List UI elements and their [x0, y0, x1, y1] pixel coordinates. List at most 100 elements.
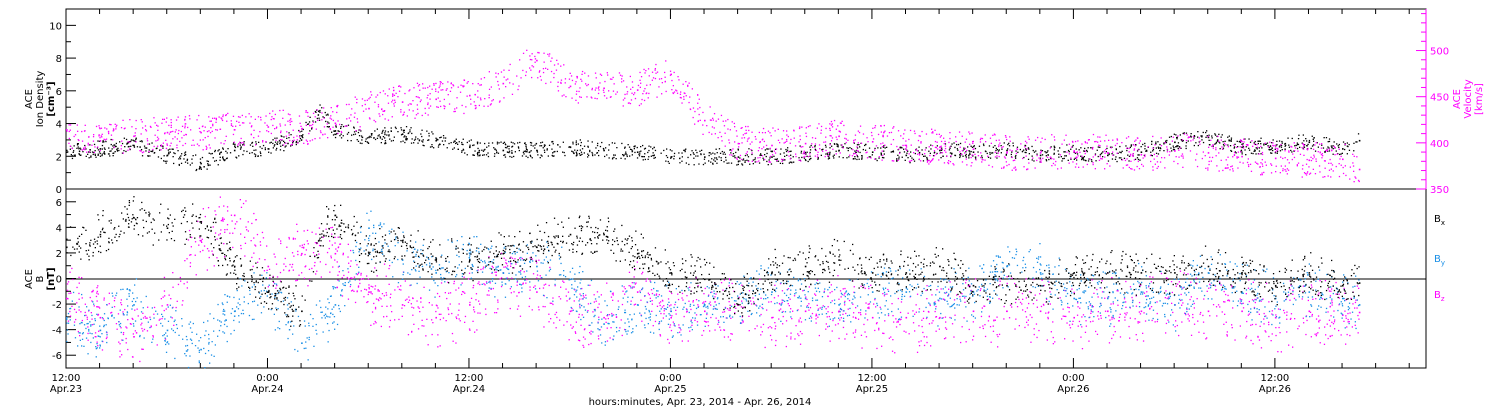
velocity-point [69, 145, 72, 147]
velocity-point [543, 61, 545, 63]
velocity-point [181, 125, 184, 127]
bz-point [1043, 284, 1045, 287]
velocity-point [1309, 172, 1312, 174]
density-point [77, 146, 79, 148]
density-point [1278, 146, 1281, 148]
density-point [84, 144, 86, 147]
velocity-point [1324, 167, 1326, 169]
bz-point [374, 320, 376, 323]
density-point [621, 142, 623, 145]
velocity-point [874, 125, 877, 127]
velocity-point [1076, 156, 1078, 159]
density-point [301, 135, 303, 137]
bz-point [1101, 291, 1104, 293]
velocity-point [1005, 136, 1007, 138]
density-point [1284, 142, 1287, 145]
velocity-point [498, 88, 500, 90]
velocity-point [571, 79, 574, 82]
density-point [693, 164, 695, 166]
bz-point [848, 299, 851, 302]
velocity-point [835, 128, 837, 130]
density-point [810, 144, 812, 147]
density-point [272, 142, 274, 145]
bz-point [1124, 316, 1126, 318]
density-point [766, 160, 768, 163]
bz-point [458, 309, 460, 311]
velocity-point [980, 152, 982, 154]
density-point [484, 142, 486, 145]
density-point [564, 154, 566, 157]
velocity-point [1276, 147, 1278, 150]
velocity-point [893, 160, 895, 162]
velocity-point [1221, 148, 1224, 150]
bz-point [837, 275, 839, 277]
density-point [1064, 155, 1066, 157]
density-point [997, 150, 1000, 152]
velocity-point [738, 146, 740, 148]
density-point [576, 152, 578, 154]
velocity-point [818, 123, 820, 125]
density-point [162, 145, 164, 147]
density-point [1332, 148, 1334, 150]
density-point [575, 151, 577, 153]
density-point [217, 150, 219, 152]
velocity-point [820, 129, 822, 131]
density-point [792, 156, 794, 158]
velocity-point [473, 101, 475, 103]
velocity-point [274, 113, 276, 116]
velocity-point [884, 130, 886, 132]
velocity-point [628, 102, 630, 104]
bz-point [893, 321, 895, 323]
bz-point [125, 342, 127, 344]
bz-point [152, 335, 154, 337]
density-point [857, 156, 859, 158]
bz-point [944, 316, 947, 318]
density-point [1033, 151, 1036, 153]
bz-point [1046, 339, 1048, 341]
velocity-point [368, 98, 370, 100]
velocity-point [927, 160, 929, 162]
bz-point [1190, 296, 1192, 298]
bz-point [163, 290, 166, 292]
velocity-point [178, 129, 180, 132]
velocity-point [83, 130, 86, 132]
bz-point [371, 311, 374, 313]
bz-point [351, 277, 353, 279]
x-tick-date-label: Apr.26 [1259, 384, 1291, 395]
density-point [400, 134, 403, 136]
bz-point [686, 295, 688, 297]
density-point [136, 146, 139, 148]
velocity-point [1201, 157, 1203, 160]
velocity-point [317, 119, 319, 121]
velocity-point [802, 153, 804, 155]
bz-point [857, 318, 860, 320]
velocity-point [1340, 164, 1342, 166]
velocity-point [1183, 133, 1186, 135]
velocity-point [480, 84, 482, 86]
bz-point [679, 331, 681, 333]
bz-point [147, 306, 149, 308]
bz-point [1003, 305, 1005, 308]
velocity-point [442, 89, 444, 91]
velocity-point [1073, 150, 1075, 152]
bz-point [124, 308, 126, 311]
density-point [97, 153, 99, 155]
bz-point [624, 293, 626, 295]
density-point [1159, 143, 1161, 146]
velocity-point [1149, 154, 1152, 157]
density-point [1115, 148, 1117, 150]
velocity-point [1092, 162, 1094, 164]
bz-point [338, 271, 340, 273]
density-point [588, 154, 590, 157]
bz-point [1160, 272, 1163, 275]
velocity-point [1013, 167, 1015, 169]
velocity-point [275, 139, 277, 141]
bz-point [1186, 308, 1188, 310]
velocity-point [391, 116, 393, 118]
density-point [415, 136, 417, 138]
density-point [191, 158, 193, 160]
density-point [497, 152, 500, 154]
velocity-point [202, 139, 204, 141]
density-point [314, 121, 317, 123]
velocity-point [1099, 136, 1101, 138]
